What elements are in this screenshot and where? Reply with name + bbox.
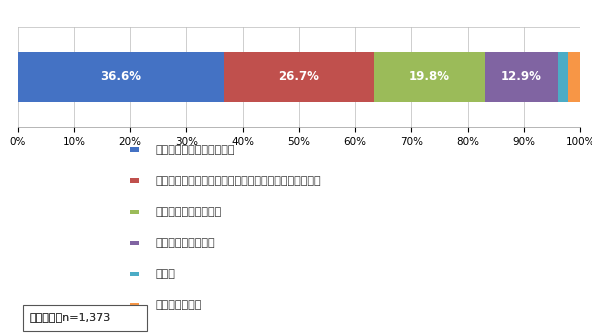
- Bar: [18, 52, 224, 102]
- Text: 揺れを感じてわかった: 揺れを感じてわかった: [156, 207, 222, 217]
- FancyBboxPatch shape: [130, 303, 139, 307]
- Bar: [568, 52, 580, 102]
- Text: 単一回答：n=1,373: 単一回答：n=1,373: [29, 312, 110, 322]
- Bar: [558, 52, 568, 102]
- Text: 19.8%: 19.8%: [409, 70, 450, 83]
- Text: 36.6%: 36.6%: [100, 70, 141, 83]
- Text: 12.9%: 12.9%: [501, 70, 542, 83]
- FancyBboxPatch shape: [130, 178, 139, 183]
- FancyBboxPatch shape: [130, 147, 139, 152]
- FancyBboxPatch shape: [130, 240, 139, 245]
- Text: 地震の後でわかった: 地震の後でわかった: [156, 238, 215, 248]
- Text: 音や映像ですぐにわかった: 音や映像ですぐにわかった: [156, 145, 235, 155]
- Bar: [224, 52, 374, 102]
- Bar: [485, 52, 558, 102]
- FancyBboxPatch shape: [130, 272, 139, 276]
- FancyBboxPatch shape: [23, 305, 147, 331]
- Bar: [374, 52, 485, 102]
- Text: その他: その他: [156, 269, 176, 279]
- Text: 26.7%: 26.7%: [278, 70, 319, 83]
- Text: 単一回答：n=1,373: 単一回答：n=1,373: [29, 312, 110, 322]
- FancyBboxPatch shape: [130, 209, 139, 214]
- Text: 緊急地震速報という言葉を見たり聞いたりしてわかった: 緊急地震速報という言葉を見たり聞いたりしてわかった: [156, 176, 321, 186]
- Text: わからなかった: わからなかった: [156, 300, 202, 310]
